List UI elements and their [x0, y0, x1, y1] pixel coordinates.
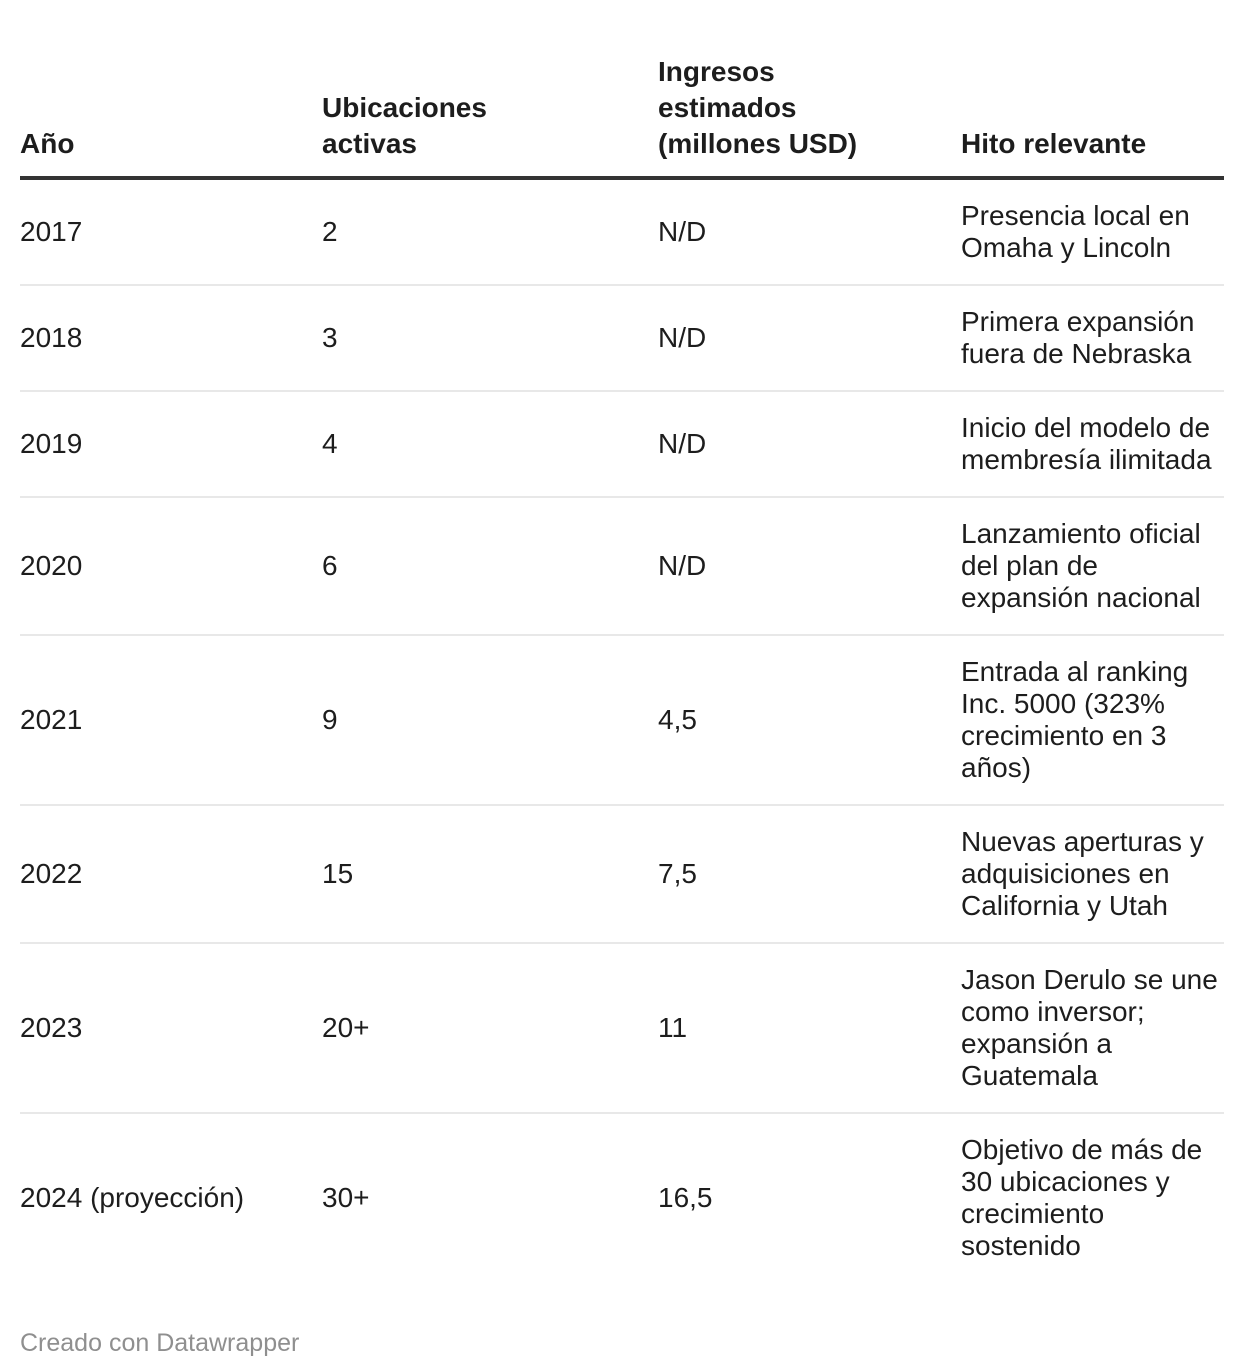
milestone-cell: Presencia local en Omaha y Lincoln	[961, 178, 1224, 286]
revenue-cell: 7,5	[658, 805, 961, 944]
year-cell: 2017	[20, 178, 322, 286]
table-row: 2024 (proyección) 30+ 16,5 Objetivo de m…	[20, 1113, 1224, 1282]
table-header: Año Ubicaciones activas Ingresos estimad…	[20, 54, 1224, 180]
milestone-cell: Objetivo de más de 30 ubicaciones y crec…	[961, 1134, 1203, 1261]
revenue-cell: N/D	[658, 497, 961, 636]
column-header-locations: Ubicaciones activas	[322, 54, 658, 180]
milestone-cell: Entrada al ranking Inc. 5000 (323% creci…	[961, 635, 1224, 806]
locations-cell: 3	[322, 285, 658, 392]
year-cell: 2020	[20, 497, 322, 636]
year-cell: 2023	[20, 943, 322, 1114]
locations-cell: 6	[322, 497, 658, 636]
column-header-year: Año	[20, 54, 322, 180]
milestone-cell: Inicio del modelo de membresía ilimitada	[961, 391, 1224, 498]
milestone-cell: Primera expansión fuera de Nebraska	[961, 285, 1224, 392]
year-cell: 2018	[20, 285, 322, 392]
year-cell: 2024 (proyección)	[20, 1182, 245, 1213]
header-row: Año Ubicaciones activas Ingresos estimad…	[20, 54, 1224, 180]
table-row: 2023 20+ 11 Jason Derulo se une como inv…	[20, 943, 1224, 1114]
table-row: 2018 3 N/D Primera expansión fuera de Ne…	[20, 285, 1224, 392]
locations-cell: 2	[322, 178, 658, 286]
table-body: 2017 2 N/D Presencia local en Omaha y Li…	[20, 178, 1224, 1282]
milestone-cell: Jason Derulo se une como inversor; expan…	[961, 943, 1224, 1114]
year-cell: 2019	[20, 391, 322, 498]
revenue-cell: 4,5	[658, 635, 961, 806]
milestone-cell: Nuevas aperturas y adquisiciones en Cali…	[961, 805, 1224, 944]
year-cell: 2021	[20, 635, 322, 806]
revenue-cell: N/D	[658, 178, 961, 286]
table-row: 2022 15 7,5 Nuevas aperturas y adquisici…	[20, 805, 1224, 944]
locations-cell: 9	[322, 635, 658, 806]
table-row: 2021 9 4,5 Entrada al ranking Inc. 5000 …	[20, 635, 1224, 806]
year-cell: 2022	[20, 805, 322, 944]
locations-cell: 30+	[322, 1182, 370, 1213]
revenue-cell: N/D	[658, 285, 961, 392]
column-header-revenue: Ingresos estimados (millones USD)	[658, 54, 961, 180]
revenue-cell: 16,5	[658, 1182, 713, 1213]
milestone-cell: Lanzamiento oficial del plan de expansió…	[961, 497, 1224, 636]
table-row: 2019 4 N/D Inicio del modelo de membresí…	[20, 391, 1224, 498]
table-row: 2017 2 N/D Presencia local en Omaha y Li…	[20, 178, 1224, 286]
locations-cell: 4	[322, 391, 658, 498]
column-header-milestone: Hito relevante	[961, 54, 1224, 180]
revenue-cell: 11	[658, 943, 961, 1114]
data-table: Año Ubicaciones activas Ingresos estimad…	[20, 54, 1224, 1282]
revenue-cell: N/D	[658, 391, 961, 498]
datawrapper-credit: Creado con Datawrapper	[20, 1329, 300, 1357]
locations-cell: 20+	[322, 943, 658, 1114]
table-row: 2020 6 N/D Lanzamiento oficial del plan …	[20, 497, 1224, 636]
locations-cell: 15	[322, 805, 658, 944]
